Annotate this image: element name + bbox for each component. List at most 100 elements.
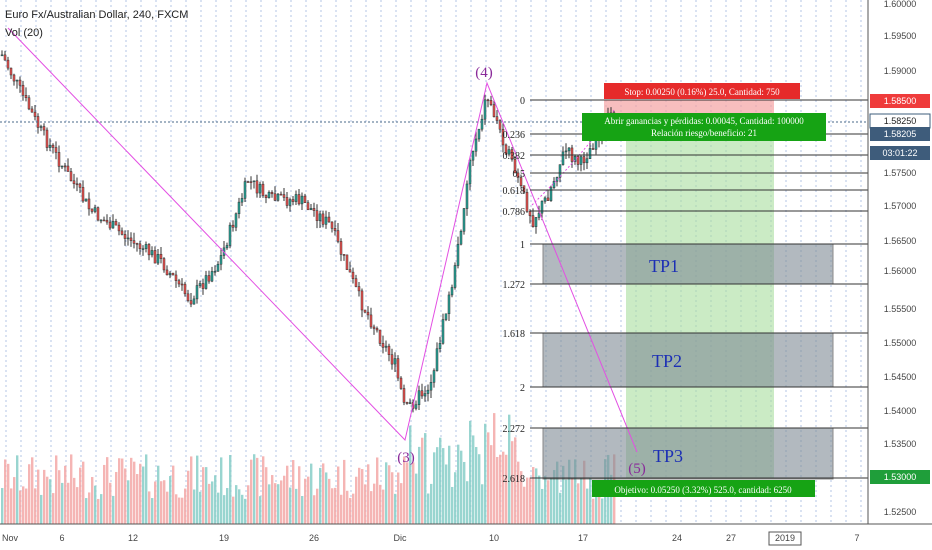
volume-bar bbox=[40, 494, 43, 524]
volume-bar bbox=[421, 437, 424, 524]
volume-bar bbox=[370, 491, 373, 524]
volume-bar bbox=[43, 469, 46, 524]
candle-body bbox=[519, 177, 523, 186]
candle-body bbox=[537, 212, 541, 218]
volume-bar bbox=[358, 467, 361, 524]
volume-bar bbox=[556, 461, 559, 524]
fib-level-label: 0.786 bbox=[503, 207, 526, 218]
volume-bar bbox=[133, 461, 136, 524]
volume-bar bbox=[157, 465, 160, 524]
candle-body bbox=[513, 159, 517, 174]
volume-bar bbox=[199, 491, 202, 524]
price-tick-label: 1.59000 bbox=[884, 66, 917, 76]
candle-body bbox=[51, 144, 55, 148]
fib-level-label: 2 bbox=[520, 383, 525, 394]
volume-bar bbox=[562, 465, 565, 524]
volume-bar bbox=[382, 489, 385, 524]
time-axis[interactable]: Nov 6 12 19 26 Dic 10 17 24 27 2019 7 bbox=[2, 531, 860, 546]
time-tick-label: 7 bbox=[854, 533, 859, 543]
candle-body bbox=[525, 192, 529, 212]
volume-bar bbox=[145, 454, 148, 524]
volume-bar bbox=[478, 454, 481, 524]
candle-body bbox=[399, 377, 403, 389]
pnl-label: Abrir ganancias y pérdidas: 0.00045, Can… bbox=[604, 116, 804, 126]
volume-bar bbox=[319, 467, 322, 524]
candle-body bbox=[72, 180, 76, 185]
candle-body bbox=[186, 293, 190, 301]
candle-body bbox=[174, 274, 178, 281]
volume-bar bbox=[376, 457, 379, 524]
volume-bar bbox=[334, 487, 337, 524]
candle-body bbox=[63, 165, 67, 168]
candle-body bbox=[75, 183, 79, 186]
volume-bar bbox=[610, 474, 613, 524]
candle-body bbox=[264, 195, 268, 198]
volume-bar bbox=[250, 459, 253, 524]
volume-bar bbox=[433, 452, 436, 524]
volume-bar bbox=[151, 498, 154, 524]
volume-bar bbox=[379, 484, 382, 524]
candle-body bbox=[441, 319, 445, 344]
candle-body bbox=[462, 208, 466, 232]
tp3-label: TP3 bbox=[653, 446, 683, 466]
candle-body bbox=[117, 224, 121, 232]
candle-body bbox=[408, 402, 412, 404]
candle-body bbox=[423, 393, 427, 397]
candle-body bbox=[360, 290, 364, 311]
candle-body bbox=[588, 148, 592, 160]
candle-body bbox=[57, 152, 61, 167]
candle-body bbox=[333, 228, 337, 231]
price-tag bbox=[870, 127, 930, 141]
candle-body bbox=[0, 54, 4, 57]
price-tick-label: 1.56500 bbox=[884, 236, 917, 246]
volume-bar bbox=[280, 480, 283, 524]
volume-bar bbox=[472, 435, 475, 524]
candle-body bbox=[444, 313, 448, 320]
candle-body bbox=[558, 164, 562, 178]
candle-body bbox=[522, 185, 526, 193]
volume-bar bbox=[4, 459, 7, 524]
candle-body bbox=[453, 265, 457, 288]
time-tick-label: 26 bbox=[309, 533, 319, 543]
time-tick-label: 17 bbox=[578, 533, 588, 543]
candle-body bbox=[48, 144, 52, 148]
candle-body bbox=[417, 390, 421, 405]
volume-bar bbox=[223, 495, 226, 524]
candle-body bbox=[6, 59, 10, 69]
volume-bar bbox=[535, 468, 538, 524]
price-tick-label: 1.56000 bbox=[884, 266, 917, 276]
wave-label-3: (3) bbox=[397, 450, 415, 466]
candle-body bbox=[3, 54, 7, 61]
volume-bar bbox=[316, 488, 319, 524]
candle-body bbox=[153, 250, 157, 264]
volume-bar bbox=[109, 482, 112, 524]
volume-bar bbox=[313, 495, 316, 524]
volume-bar bbox=[496, 456, 499, 524]
volume-bar bbox=[226, 488, 229, 524]
volume-bar bbox=[484, 423, 487, 524]
price-tag-label: 1.53000 bbox=[884, 472, 917, 482]
volume-bar bbox=[520, 471, 523, 524]
price-tick-label: 1.57500 bbox=[884, 168, 917, 178]
volume-bar bbox=[136, 474, 139, 524]
candle-body bbox=[564, 150, 568, 153]
volume-bars bbox=[1, 413, 616, 524]
candle-body bbox=[507, 149, 511, 155]
candle-body bbox=[531, 215, 535, 227]
volume-bar bbox=[526, 477, 529, 524]
price-tick-label: 1.59500 bbox=[884, 31, 917, 41]
candle-body bbox=[270, 192, 274, 195]
candle-body bbox=[396, 358, 400, 379]
volume-bar bbox=[268, 484, 271, 524]
candle-body bbox=[306, 202, 310, 211]
volume-bar bbox=[547, 480, 550, 524]
volume-bar bbox=[436, 447, 439, 524]
volume-bar bbox=[574, 459, 577, 524]
volume-bar bbox=[457, 444, 460, 524]
candle-body bbox=[141, 248, 145, 250]
volume-bar bbox=[91, 477, 94, 524]
candle-body bbox=[204, 275, 208, 289]
candle-body bbox=[30, 108, 34, 113]
volume-bar bbox=[253, 454, 256, 524]
